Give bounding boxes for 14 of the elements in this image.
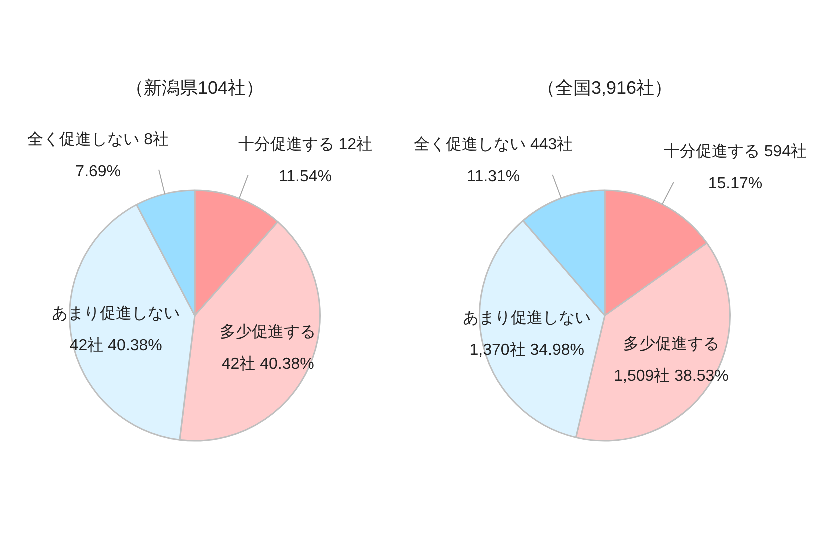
data-label: 42社 40.38% <box>222 355 314 374</box>
slice-label: 十分促進する 594社 15.17% <box>664 142 808 193</box>
slice-label: 多少促進する <box>220 323 316 342</box>
data-label: 42社 40.38% <box>70 336 162 355</box>
slice-label: あまり促進しない <box>463 310 592 328</box>
chart-title: （全国3,916社） <box>537 78 673 98</box>
slice-label: あまり促進しない <box>52 306 180 323</box>
data-label: 1,509社 38.53% <box>614 366 729 385</box>
slice-label: 全く促進しない 8社 7.69% <box>28 130 170 180</box>
slice-label: 多少促進する <box>623 334 720 353</box>
data-label: 1,370社 34.98% <box>470 341 584 360</box>
slice-label: 十分促進する 12社 11.54% <box>238 136 373 186</box>
chart-title: （新潟県104社） <box>126 78 264 98</box>
slice-label: 全く促進しない 443社 11.31% <box>414 135 574 186</box>
